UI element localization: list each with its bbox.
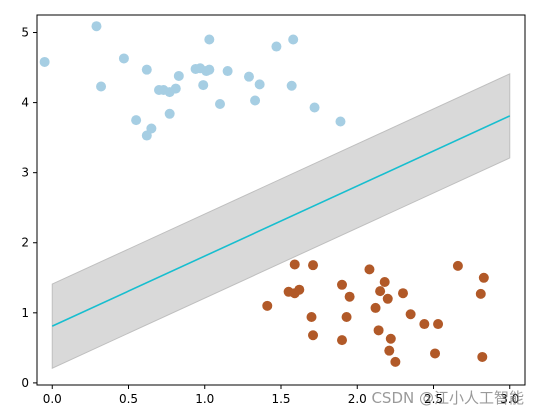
data-point-class-2 [294,284,305,295]
data-point-class-2 [390,356,401,367]
data-point-class-2 [430,348,441,359]
x-tick-label: 1.0 [195,392,214,406]
data-point-class-2 [478,272,489,283]
data-point-class-1 [131,115,142,126]
data-point-class-2 [475,288,486,299]
data-point-class-1 [204,34,215,45]
data-point-class-1 [96,81,107,92]
data-point-class-2 [452,260,463,271]
data-point-class-1 [170,83,181,94]
data-point-class-2 [341,312,352,323]
data-point-class-2 [337,335,347,346]
data-point-class-1 [250,95,261,106]
decision-line [51,115,511,327]
x-tick-label: 0.5 [119,392,138,406]
data-point-class-1 [254,79,265,90]
data-point-class-2 [384,345,395,356]
data-point-class-1 [146,123,157,134]
data-point-class-1 [164,108,175,119]
x-tick-label: 1.5 [271,392,290,406]
data-point-class-2 [405,309,416,320]
watermark: CSDN @江小人工智能 [371,389,524,407]
y-tick-label: 5 [21,26,29,40]
decision-line-layer [51,115,511,327]
x-tick-label: 2.0 [348,392,367,406]
data-point-class-1 [198,80,209,91]
y-tick-label: 0 [21,376,29,390]
data-point-class-1 [91,21,102,32]
data-point-class-1 [243,71,254,82]
y-tick-label: 4 [21,96,29,110]
data-point-class-2 [375,286,386,297]
data-point-class-2 [364,264,375,275]
data-point-class-1 [204,64,215,75]
data-point-class-1 [215,98,225,109]
data-point-class-2 [344,291,355,302]
data-point-class-1 [286,80,297,91]
data-point-class-1 [309,102,320,113]
data-point-class-2 [419,319,430,330]
data-point-class-2 [308,260,319,271]
data-point-class-2 [308,330,319,341]
points-layer [39,21,489,367]
x-axis: 0.0 0.5 1.0 1.5 2.0 2.5 3.0 [43,385,519,406]
data-point-class-1 [335,116,346,127]
data-point-class-2 [262,300,273,311]
x-tick-label: 0.0 [43,392,62,406]
data-point-class-2 [370,302,381,313]
data-point-class-1 [118,53,129,64]
data-point-class-2 [379,276,390,287]
data-point-class-2 [477,351,488,362]
data-point-class-1 [141,64,152,75]
data-point-class-2 [385,333,396,344]
data-point-class-1 [271,41,282,52]
data-point-class-2 [289,259,300,270]
y-tick-label: 2 [21,236,29,250]
data-point-class-2 [373,325,384,336]
data-point-class-1 [173,70,184,81]
data-point-class-1 [39,56,50,67]
x-tick-label: 3.0 [500,392,519,406]
data-point-class-2 [306,312,317,323]
data-point-class-1 [222,66,233,77]
y-tick-label: 3 [21,166,29,180]
data-point-class-2 [382,293,393,304]
data-point-class-1 [288,34,299,45]
y-axis: 0 1 2 3 4 5 [21,26,37,390]
data-point-class-2 [398,288,408,299]
y-tick-label: 1 [21,306,29,320]
x-tick-label: 2.5 [424,392,443,406]
data-point-class-2 [337,279,347,290]
data-point-class-2 [433,319,444,330]
